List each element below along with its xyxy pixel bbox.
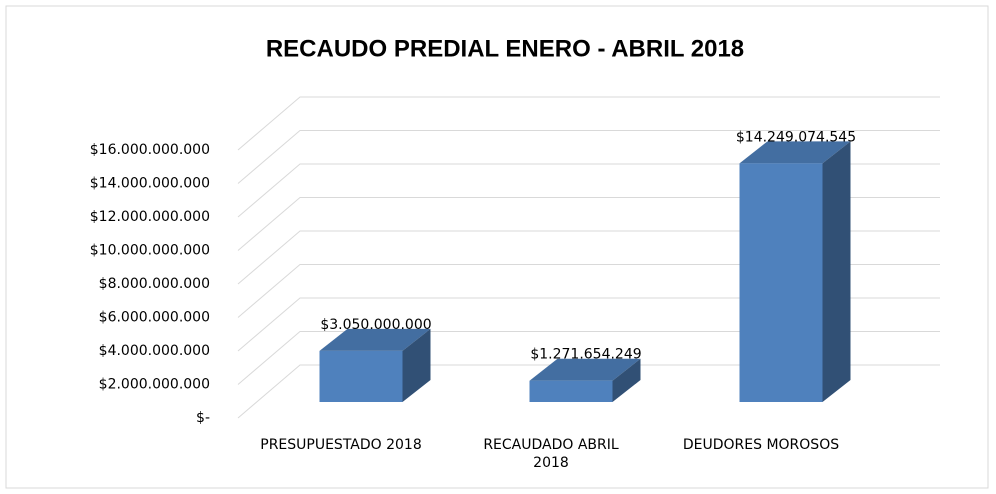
bar <box>529 380 613 402</box>
data-label: $1.271.654.249 <box>530 347 641 363</box>
y-tick-label: $8.000.000.000 <box>99 276 210 292</box>
grid-line <box>237 264 940 318</box>
y-tick-label: $6.000.000.000 <box>99 310 210 326</box>
grid-line <box>237 230 940 285</box>
y-tick-label: $12.000.000.000 <box>90 209 210 225</box>
x-tick-label: PRESUPUESTADO 2018 <box>260 437 422 453</box>
grid-line <box>237 130 940 184</box>
y-tick-label: $4.000.000.000 <box>99 343 210 359</box>
grid-line <box>237 364 940 419</box>
chart-title: RECAUDO PREDIAL ENERO - ABRIL 2018 <box>266 35 744 62</box>
bar-top <box>529 358 641 381</box>
y-tick-label: $10.000.000.000 <box>90 243 210 259</box>
grid-line <box>237 197 940 251</box>
grid-line <box>237 96 940 151</box>
bar-side <box>612 358 641 402</box>
bar-side <box>822 141 851 402</box>
bar <box>739 163 823 402</box>
y-tick-label: $16.000.000.000 <box>90 142 210 158</box>
bar-top <box>319 328 431 351</box>
grid-line <box>237 163 940 218</box>
x-tick-label: DEUDORES MOROSOS <box>682 437 840 453</box>
y-tick-label: $2.000.000.000 <box>99 377 210 393</box>
grid-line <box>237 331 940 385</box>
bar-top <box>739 141 851 164</box>
bar-side <box>402 328 431 402</box>
y-tick-label: $- <box>196 410 210 426</box>
y-tick-label: $14.000.000.000 <box>90 176 210 192</box>
data-label: $3.050.000.000 <box>320 317 431 333</box>
data-label: $14.249.074.545 <box>736 129 856 145</box>
grid-line <box>237 297 940 352</box>
x-tick-label: RECAUDADO ABRIL 2018 <box>483 437 619 471</box>
bar <box>319 350 403 402</box>
